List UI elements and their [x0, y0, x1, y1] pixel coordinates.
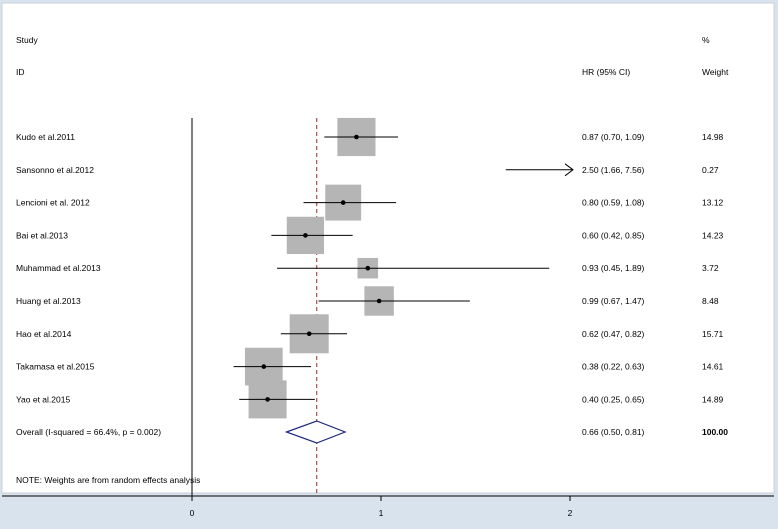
study-1-weight-text: 14.98 [702, 132, 724, 142]
overall-diamond [284, 420, 347, 444]
overall-label: Overall (I-squared = 66.4%, p = 0.002) [16, 427, 161, 437]
study-8-label: Takamasa et al.2015 [16, 362, 95, 372]
header-id-label: ID [16, 67, 25, 77]
study-5-point-estimate [365, 265, 371, 271]
study-3-point-estimate [340, 200, 346, 205]
study-7-point-estimate [306, 331, 312, 337]
study-5-weight-text: 3.72 [702, 263, 719, 273]
study-2-weight-text: 0.27 [702, 165, 719, 175]
study-4-row: Bai et al.2013 0.60 (0.42, 0.85) 14.23 [16, 216, 724, 255]
study-3-row: Lencioni et al. 2012 0.80 (0.59, 1.08) 13.… [16, 184, 724, 221]
study-3-label: Lencioni et al. 2012 [16, 198, 90, 208]
study-9-row: Yao et al.2015 0.40 (0.25, 0.65) 14.89 [16, 380, 724, 419]
study-9-point-estimate [265, 397, 270, 402]
overall-ci-text: 0.66 (0.50, 0.81) [582, 427, 645, 437]
study-1-point-estimate [354, 134, 359, 140]
study-5-ci-text: 0.93 (0.45, 1.89) [582, 263, 645, 273]
study-6-ci-text: 0.99 (0.67, 1.47) [582, 296, 645, 306]
header-percent-label: % [702, 35, 710, 45]
x-tick-label-0: 0 [190, 508, 195, 518]
study-4-label: Bai et al.2013 [16, 230, 68, 240]
study-7-row: Hao et al.2014 0.62 (0.47, 0.82) 15.71 [16, 314, 724, 354]
study-4-weight-text: 14.23 [702, 230, 724, 240]
header-weight-label: Weight [702, 67, 729, 77]
study-2-row: Sansonno et al.2012 2.50 (1.66, 7.56) 0.27 [16, 163, 719, 177]
study-8-weight-text: 14.61 [702, 362, 724, 372]
study-6-weight-text: 8.48 [702, 296, 719, 306]
x-tick-label-2: 2 [568, 508, 573, 518]
study-8-ci-text: 0.38 (0.22, 0.63) [582, 362, 645, 372]
study-rows: Kudo et al.2011 0.87 (0.70, 1.09) 14.98 San… [16, 117, 724, 419]
study-2-label: Sansonno et al.2012 [16, 165, 94, 175]
study-1-row: Kudo et al.2011 0.87 (0.70, 1.09) 14.98 [16, 117, 724, 157]
study-6-point-estimate [376, 298, 382, 304]
study-6-label: Huang et al.2013 [16, 296, 81, 306]
study-3-weight-text: 13.12 [702, 198, 724, 208]
note-text: NOTE: Weights are from random effects an… [16, 475, 200, 485]
header-estimate-label: HR (95% CI) [582, 67, 630, 77]
x-tick-label-1: 1 [379, 508, 384, 518]
overall-weight-text: 100.00 [702, 427, 728, 437]
study-4-ci-text: 0.60 (0.42, 0.85) [582, 230, 645, 240]
study-1-label: Kudo et al.2011 [16, 132, 75, 142]
header-study-label: Study [16, 35, 38, 45]
study-7-ci-text: 0.62 (0.47, 0.82) [582, 329, 645, 339]
study-2-arrow [564, 163, 574, 177]
study-7-weight-text: 15.71 [702, 329, 724, 339]
study-7-label: Hao et al.2014 [16, 329, 72, 339]
study-2-ci-text: 2.50 (1.66, 7.56) [582, 165, 645, 175]
study-3-ci-text: 0.80 (0.59, 1.08) [582, 198, 645, 208]
study-6-row: Huang et al.2013 0.99 (0.67, 1.47) 8.48 [16, 286, 719, 316]
study-9-weight-text: 14.89 [702, 394, 724, 404]
study-4-point-estimate [303, 233, 308, 238]
study-8-row: Takamasa et al.2015 0.38 (0.22, 0.63) 14.6… [16, 347, 724, 386]
study-9-label: Yao et al.2015 [16, 394, 70, 404]
study-5-row: Muhammad et al.2013 0.93 (0.45, 1.89) 3.72 [16, 257, 719, 279]
study-8-point-estimate [261, 364, 267, 369]
study-5-label: Muhammad et al.2013 [16, 263, 101, 273]
study-9-ci-text: 0.40 (0.25, 0.65) [582, 394, 645, 404]
plot-background [1, 2, 775, 494]
study-1-ci-text: 0.87 (0.70, 1.09) [582, 132, 645, 142]
x-axis-ticks: 0 1 2 [190, 496, 573, 518]
